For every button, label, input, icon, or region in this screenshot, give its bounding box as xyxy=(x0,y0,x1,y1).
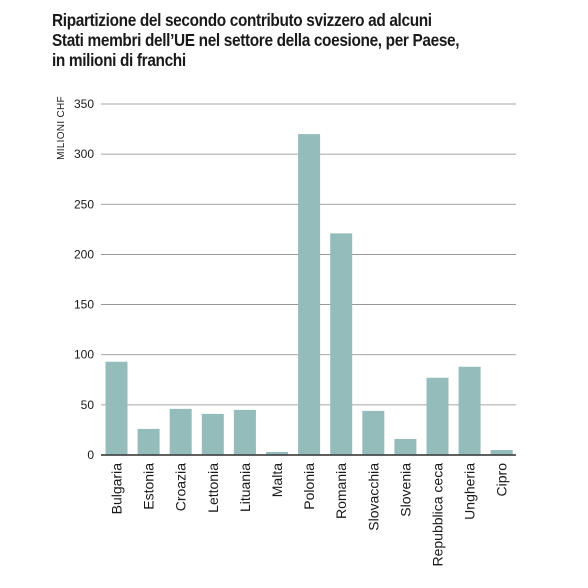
x-tick-label: Croazia xyxy=(173,463,189,511)
bar-polonia xyxy=(298,134,321,456)
x-tick-label: Romania xyxy=(333,463,349,519)
chart-title-line-3: in milioni di franchi xyxy=(52,50,186,70)
x-tick-label: Slovacchia xyxy=(365,463,381,531)
x-tick-label: Estonia xyxy=(141,463,157,510)
y-axis-label: MILIONI CHF xyxy=(56,96,67,160)
x-axis-labels: Bulgaria Estonia Croazia Lettonia Lituania Ma… xyxy=(109,463,510,567)
chart-title-line-1: Ripartizione del secondo contributo sviz… xyxy=(52,10,432,30)
x-tick-label: Bulgaria xyxy=(109,463,125,515)
x-tick-label: Cipro xyxy=(494,463,510,497)
x-tick-label: Repubblica ceca xyxy=(430,463,446,567)
bar-cipro xyxy=(490,449,513,455)
bar-croazia xyxy=(169,408,192,455)
y-tick-label: 300 xyxy=(74,147,94,161)
y-tick-label: 200 xyxy=(74,247,94,261)
bar-malta xyxy=(266,451,288,455)
y-tick-label: 50 xyxy=(81,398,95,412)
y-tick-label: 150 xyxy=(74,298,94,312)
y-axis-ticks: 0 50 100 150 200 250 300 350 xyxy=(74,97,94,462)
y-tick-label: 350 xyxy=(74,97,94,111)
bar-romania xyxy=(330,233,353,455)
x-tick-label: Lituania xyxy=(237,463,253,512)
x-tick-label: Malta xyxy=(269,463,285,497)
bar-ungheria xyxy=(458,366,481,455)
bar-lettonia xyxy=(201,413,224,455)
bar-repubblica-ceca xyxy=(426,377,449,455)
bar-slovacchia xyxy=(362,410,385,455)
x-tick-label: Polonia xyxy=(301,463,317,510)
bar-estonia xyxy=(137,428,160,455)
chart-title: Ripartizione del secondo contributo sviz… xyxy=(52,10,510,70)
bar-slovenia xyxy=(394,438,417,455)
y-tick-label: 250 xyxy=(74,197,94,211)
chart-title-line-2: Stati membri dell’UE nel settore della c… xyxy=(52,30,460,50)
y-tick-label: 100 xyxy=(74,348,94,362)
bar-lituania xyxy=(233,409,256,455)
x-tick-label: Ungheria xyxy=(462,463,478,520)
x-tick-label: Slovenia xyxy=(397,463,413,517)
x-tick-label: Lettonia xyxy=(205,463,221,513)
bar-bulgaria xyxy=(105,361,128,455)
y-tick-label: 0 xyxy=(87,448,94,462)
bars xyxy=(101,134,516,456)
